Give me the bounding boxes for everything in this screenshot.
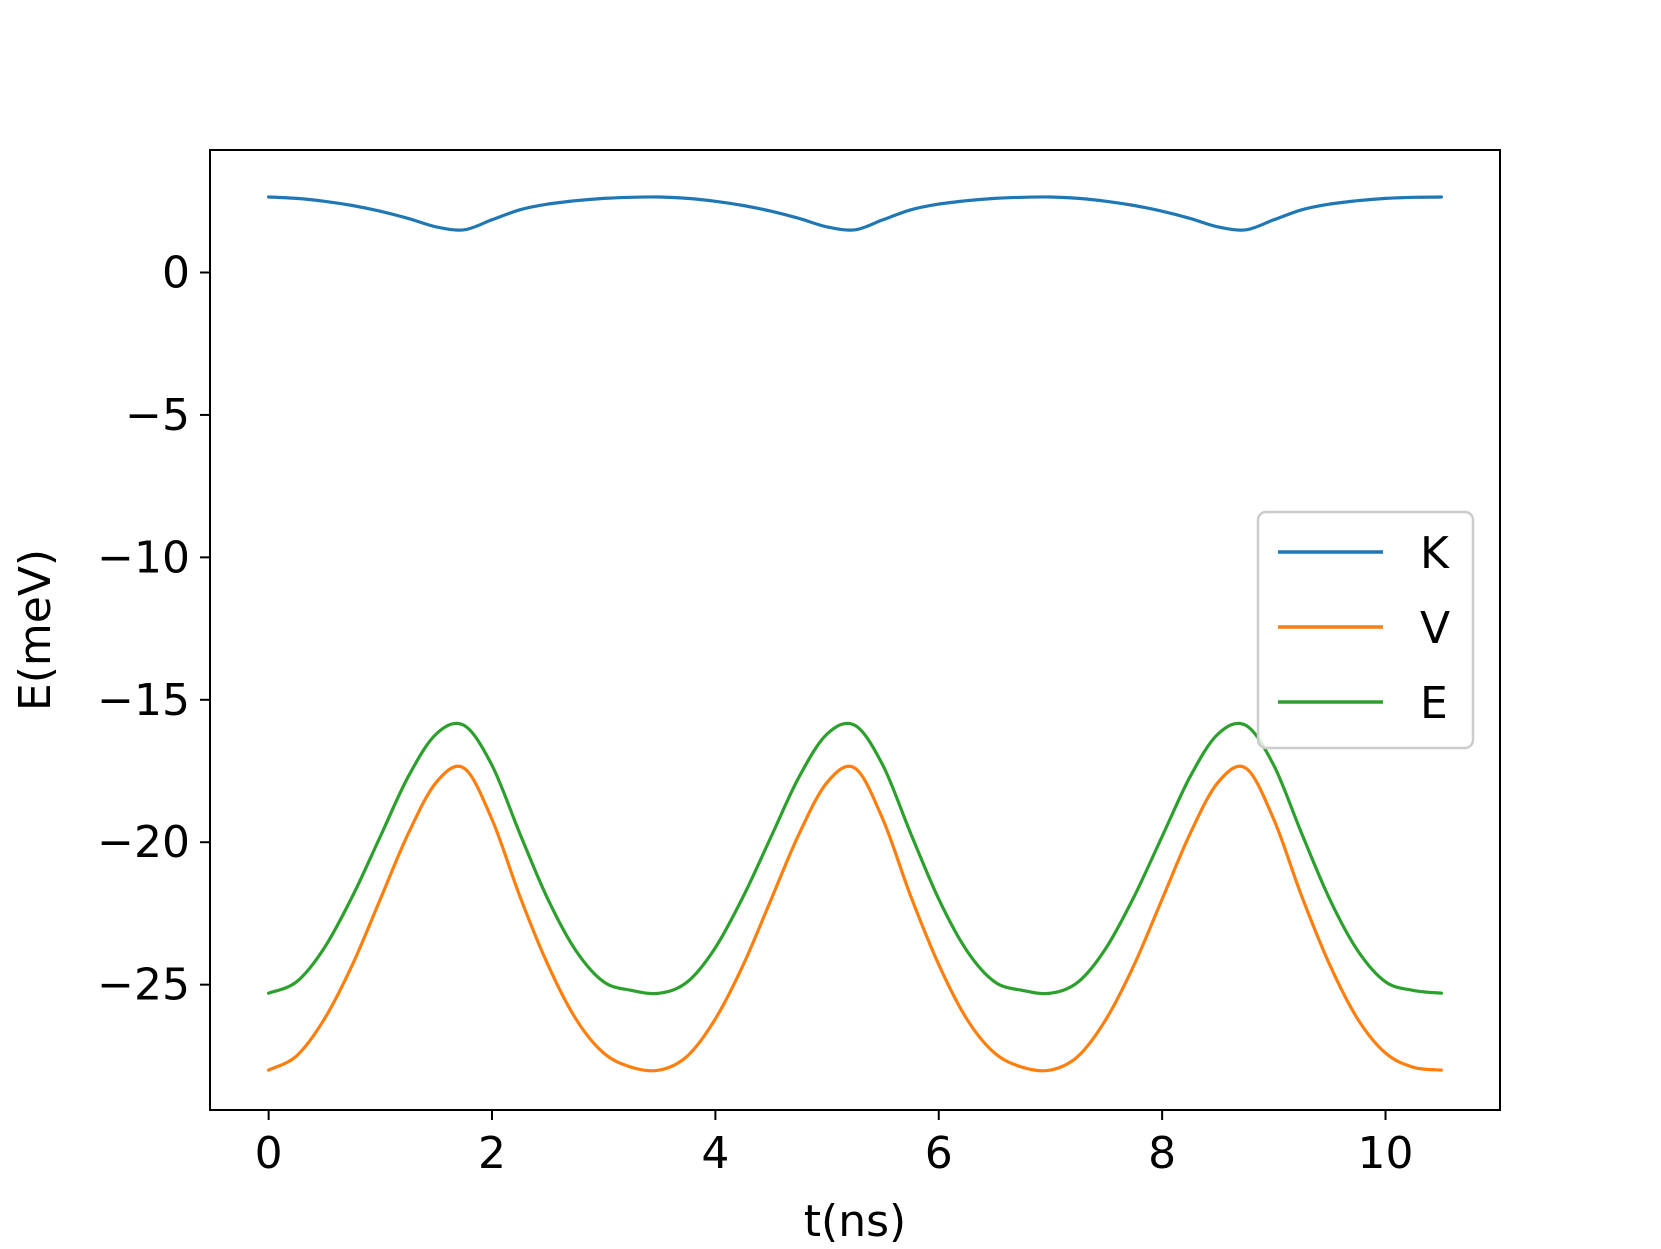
x-tick-label: 6 [925,1128,953,1179]
y-tick-label: 0 [162,247,190,298]
series-line-E [267,721,1443,996]
series-line-V [267,764,1443,1073]
x-tick-label: 4 [701,1128,729,1179]
x-axis-title: t(ns) [804,1196,906,1244]
y-tick-label: −10 [97,532,190,583]
y-tick-label: −15 [97,675,190,726]
y-tick-label: −20 [97,817,190,868]
y-axis-title: E(meV) [10,549,61,711]
legend-label-E: E [1420,678,1448,729]
legend: KVE [1256,510,1475,750]
axes-layer: 0 2 4 6 8 10 0 −5 −10 −15 −20 −25 t(ns) E(meV) [10,149,1501,1247]
x-tick-label: 2 [478,1128,506,1179]
legend-box [1256,510,1475,750]
y-tick-label: −25 [97,960,190,1011]
series-line-K [267,195,1443,232]
x-tick-label: 0 [255,1128,283,1179]
legend-label-V: V [1420,603,1450,654]
series-layer [267,195,1443,1073]
y-tick-label: −5 [125,390,190,441]
x-tick-label: 10 [1358,1128,1414,1179]
x-tick-label: 8 [1148,1128,1176,1179]
plot-frame [209,149,1501,1111]
legend-label-K: K [1420,528,1450,579]
